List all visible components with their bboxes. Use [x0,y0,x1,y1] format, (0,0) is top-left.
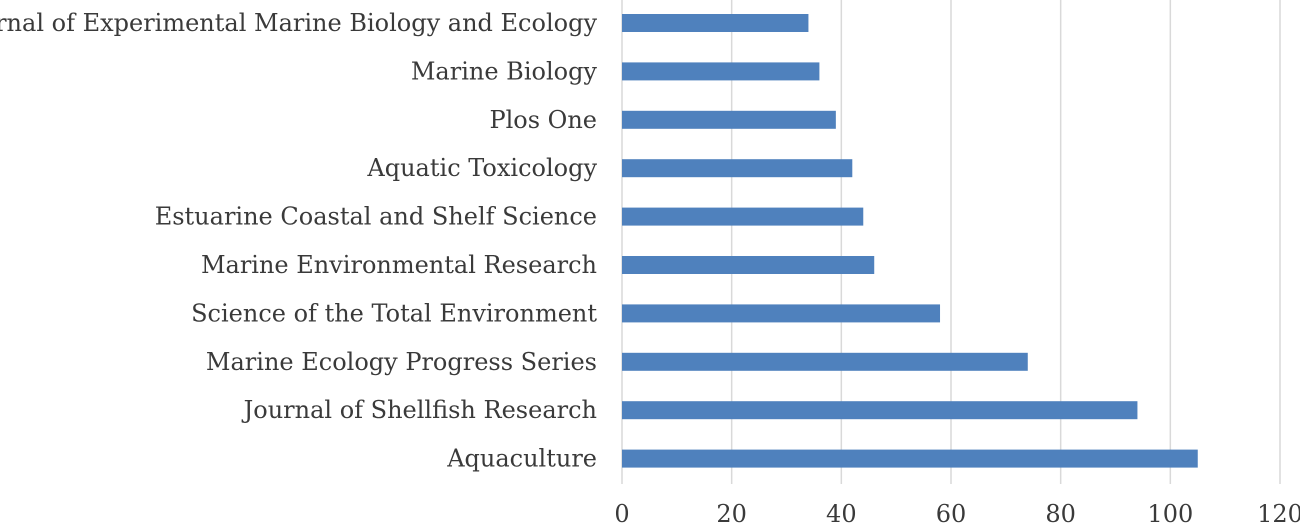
category-label: Estuarine Coastal and Shelf Science [155,203,597,231]
x-axis-tick-labels: 0 20 40 60 80 100 120 [614,500,1300,526]
bar [622,352,1028,371]
category-label: Aquaculture [446,445,597,473]
category-label: Journal of Shellfish Research [241,396,597,424]
bar [622,110,836,129]
category-label: Journal of Experimental Marine Biology a… [0,9,597,37]
x-tick-label: 20 [716,500,747,526]
x-tick-label: 60 [936,500,967,526]
category-label: Marine Ecology Progress Series [206,348,597,376]
category-label: Science of the Total Environment [191,299,597,327]
bar [622,449,1198,468]
bar [622,256,875,274]
category-labels: Journal of Experimental Marine Biology a… [0,9,597,473]
bar [622,207,864,226]
category-label: Marine Environmental Research [201,251,597,279]
bar [622,401,1138,420]
x-tick-label: 80 [1045,500,1076,526]
x-tick-label: 120 [1257,500,1300,526]
bar [622,62,820,81]
x-tick-label: 40 [826,500,857,526]
bar [622,159,853,178]
category-label: Marine Biology [411,57,598,85]
x-tick-label: 100 [1147,500,1193,526]
x-tick-label: 0 [614,500,629,526]
gridlines [621,0,1281,484]
bar [622,14,809,32]
category-label: Plos One [489,106,597,134]
category-label: Aquatic Toxicology [366,154,597,182]
bars [622,14,1198,468]
bar [622,304,941,323]
